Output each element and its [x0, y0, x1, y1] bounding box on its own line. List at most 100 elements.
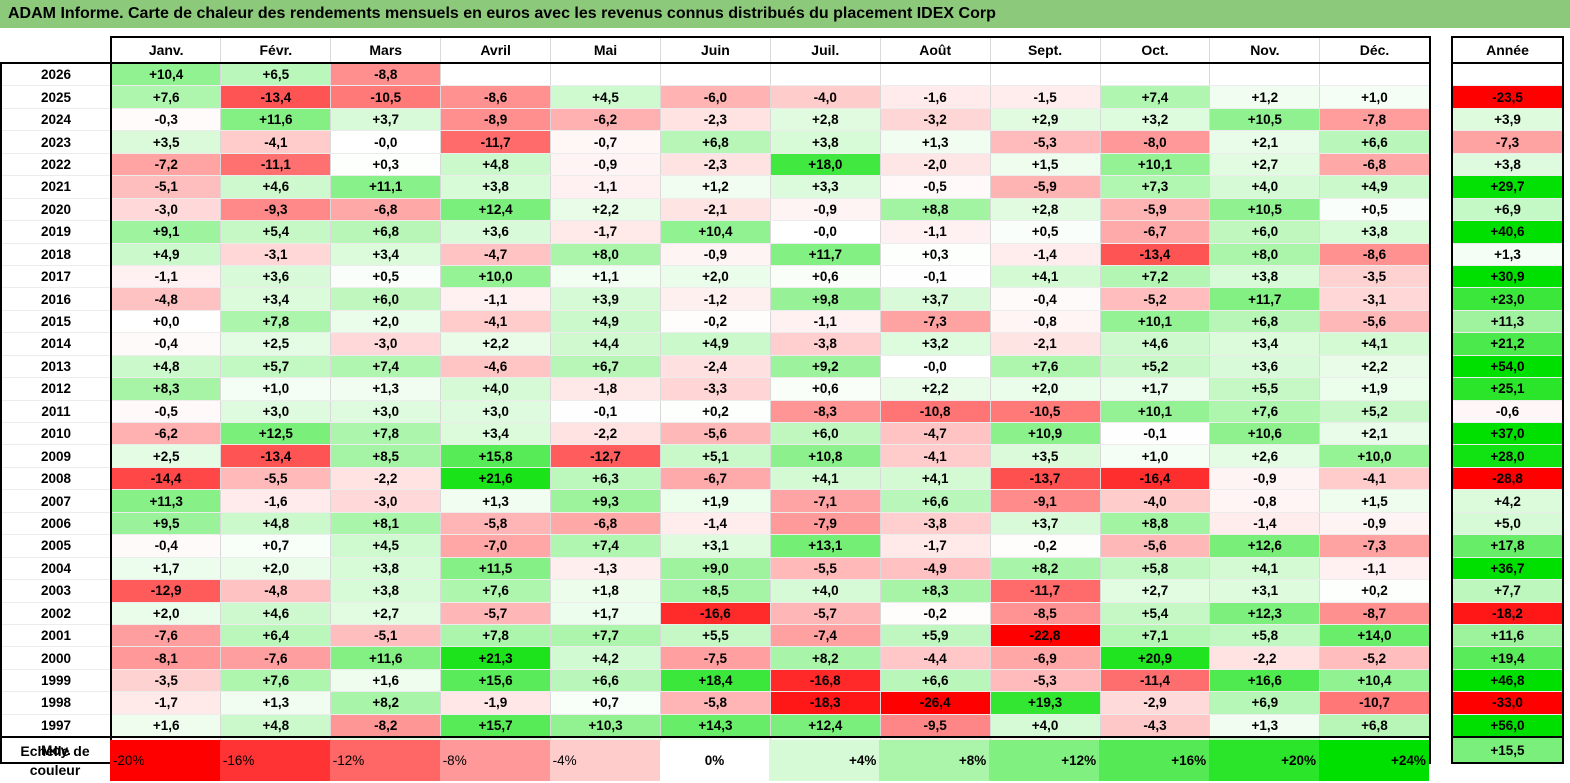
heatmap-cell: +3,9	[550, 287, 661, 311]
heatmap-cell	[989, 63, 1101, 87]
heatmap-cell: -3,1	[1319, 287, 1431, 311]
heatmap-cell: -5,5	[220, 467, 332, 491]
heatmap-cell	[1099, 63, 1211, 87]
heatmap-cell: -4,7	[879, 422, 991, 446]
heatmap-cell: +1,9	[659, 489, 771, 513]
heatmap-cell: -6,8	[1319, 153, 1431, 177]
heatmap-cell: -0,4	[110, 534, 222, 558]
heatmap-cell: -0,0	[879, 355, 991, 379]
heatmap-cell: +7,6	[220, 669, 332, 693]
heatmap-cell: -7,9	[769, 512, 881, 536]
heatmap-cell: +14,3	[659, 714, 771, 738]
heatmap-cell: +3,4	[330, 243, 442, 266]
annual-row: -0,6	[1451, 400, 1564, 424]
heatmap-cell: +1,0	[1099, 444, 1211, 468]
annual-row: +29,7	[1451, 175, 1564, 199]
heatmap-cell: -8,7	[1319, 602, 1431, 625]
heatmap-cell: +6,0	[1209, 220, 1321, 244]
year-row: 2025 +7,6 -13,4 -10,5 -8,6 +4,5 -6,0 -4,0 -1,6 -1…	[0, 85, 1431, 109]
heatmap-cell: +1,6	[330, 669, 442, 693]
heatmap-cell: -6,8	[330, 198, 442, 222]
heatmap-cell: -13,7	[989, 467, 1101, 491]
heatmap-cell: -8,6	[440, 85, 552, 109]
heatmap-cell: +11,7	[1209, 287, 1321, 311]
heatmap-cell: -4,4	[879, 646, 991, 670]
heatmap-cell: +6,8	[330, 220, 442, 244]
heatmap-cell: +3,4	[220, 287, 332, 311]
year-row: 2010 -6,2 +12,5 +7,8 +3,4 -2,2 -5,6 +6,0 -4,7 +10…	[0, 422, 1431, 446]
heatmap-cell: -5,7	[769, 602, 881, 625]
heatmap-cell: -6,0	[659, 85, 771, 109]
heatmap-cell: +2,7	[330, 602, 442, 625]
heatmap-cell: +10,5	[1209, 198, 1321, 222]
heatmap-cell: +7,4	[1099, 85, 1211, 109]
annual-row: +54,0	[1451, 355, 1564, 379]
heatmap-cell: -10,5	[989, 400, 1101, 424]
heatmap-cell: +1,6	[110, 714, 222, 738]
heatmap-cell: -3,8	[769, 332, 881, 356]
heatmap-cell: +1,9	[1319, 377, 1431, 401]
heatmap-cell: +10,0	[1319, 444, 1431, 468]
year-label: 2017	[0, 265, 112, 289]
year-label: 2011	[0, 400, 112, 424]
annual-row: +30,9	[1451, 265, 1564, 289]
heatmap-cell: +0,0	[110, 310, 222, 334]
annual-cell: +40,6	[1451, 220, 1564, 244]
heatmap-cell: -11,4	[1099, 669, 1211, 693]
heatmap-cell: +8,8	[1099, 512, 1211, 536]
heatmap-cell: +7,7	[550, 624, 661, 648]
month-header: Févr.	[220, 36, 332, 64]
color-scale-step: +8%	[879, 740, 990, 781]
heatmap-cell: +1,2	[659, 175, 771, 199]
heatmap-cell: +8,2	[989, 557, 1101, 581]
heatmap-cell: -7,3	[1319, 534, 1431, 558]
heatmap-cell: +4,4	[550, 332, 661, 356]
heatmap-cell: +18,4	[659, 669, 771, 693]
heatmap-cell: +6,8	[1319, 714, 1431, 738]
heatmap-cell: +19,3	[989, 691, 1101, 715]
heatmap-cell: -4,1	[879, 444, 991, 468]
heatmap-cell	[659, 63, 771, 87]
heatmap-cell: +1,2	[1209, 85, 1321, 109]
heatmap-cell: +13,1	[769, 534, 881, 558]
annual-cell: +6,9	[1451, 198, 1564, 222]
heatmap-cell: +8,5	[330, 444, 442, 468]
heatmap-cell: +2,7	[1209, 153, 1321, 177]
heatmap-cell: -7,6	[220, 646, 332, 670]
heatmap-cell: +4,0	[440, 377, 552, 401]
heatmap-cell: -2,9	[1099, 691, 1211, 715]
heatmap-cell: -6,7	[1099, 220, 1211, 244]
heatmap-cell: -9,1	[989, 489, 1101, 513]
heatmap-cell: +2,0	[989, 377, 1101, 401]
annual-row: +37,0	[1451, 422, 1564, 446]
year-row: 2024 -0,3 +11,6 +3,7 -8,9 -6,2 -2,3 +2,8 -3,2 +2,…	[0, 108, 1431, 132]
heatmap-cell: +8,5	[659, 579, 771, 603]
heatmap-cell: -4,1	[220, 130, 332, 154]
heatmap-cell: +7,4	[550, 534, 661, 558]
heatmap-cell: -1,6	[879, 85, 991, 109]
heatmap-cell: -7,2	[110, 153, 222, 177]
heatmap-cell: -13,4	[1099, 243, 1211, 266]
heatmap-cell: +16,6	[1209, 669, 1321, 693]
heatmap-cell: +0,6	[769, 265, 881, 289]
heatmap-cell: -2,3	[659, 153, 771, 177]
heatmap-cell: +6,9	[1209, 691, 1321, 715]
heatmap-cell: -3,3	[659, 377, 771, 401]
color-scale-step: 0%	[659, 740, 770, 781]
month-header: Juin	[659, 36, 771, 64]
heatmap-cell: -6,2	[550, 108, 661, 132]
annual-cell: +56,0	[1451, 714, 1564, 738]
heatmap-cell: -13,4	[220, 85, 332, 109]
year-label: 2020	[0, 198, 112, 222]
heatmap-cell: -1,3	[550, 557, 661, 581]
annual-cell: +36,7	[1451, 557, 1564, 581]
heatmap-cell	[879, 63, 991, 87]
annual-row: +36,7	[1451, 557, 1564, 581]
color-scale-step: +24%	[1318, 740, 1429, 781]
heatmap-cell: +3,1	[659, 534, 771, 558]
annual-row: +56,0	[1451, 714, 1564, 738]
heatmap-cell: +4,1	[1319, 332, 1431, 356]
heatmap-cell: +21,3	[440, 646, 552, 670]
color-scale-label: Echelle de couleur	[0, 740, 110, 781]
heatmap-cell: +5,5	[659, 624, 771, 648]
